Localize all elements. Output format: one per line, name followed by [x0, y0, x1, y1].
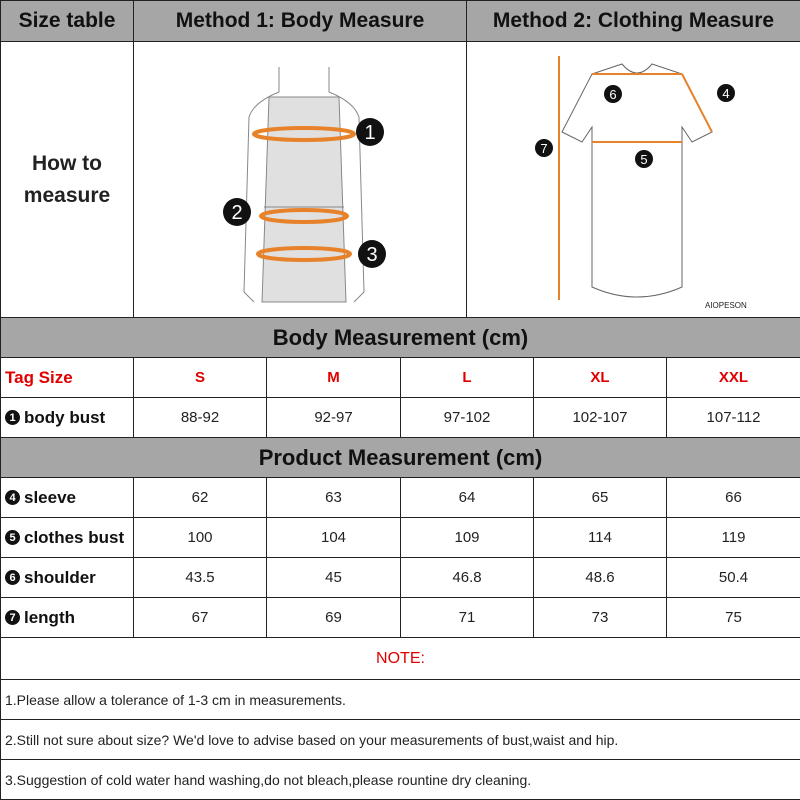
svg-text:3: 3	[366, 244, 377, 266]
note-line: 1.Please allow a tolerance of 1-3 cm in …	[0, 679, 800, 720]
value-cell: 66	[666, 477, 800, 518]
number-badge-icon: 4	[5, 490, 20, 505]
value-cell: 48.6	[533, 557, 667, 598]
svg-text:6: 6	[609, 87, 616, 102]
size-l: L	[400, 357, 534, 398]
body-measurement-title: Body Measurement (cm)	[0, 317, 800, 358]
number-badge-icon: 1	[5, 410, 20, 425]
value-cell: 92-97	[266, 397, 401, 438]
value-cell: 75	[666, 597, 800, 638]
value-cell: 43.5	[133, 557, 267, 598]
note-line: 3.Suggestion of cold water hand washing,…	[0, 759, 800, 800]
svg-text:1: 1	[364, 122, 375, 144]
number-badge-icon: 7	[5, 610, 20, 625]
row-label: 7 length	[0, 597, 134, 638]
value-cell: 65	[533, 477, 667, 518]
svg-text:4: 4	[722, 86, 729, 101]
value-cell: 73	[533, 597, 667, 638]
row-label-text: length	[24, 607, 75, 627]
value-cell: 46.8	[400, 557, 534, 598]
row-label-text: shoulder	[24, 567, 96, 587]
row-label-text: clothes bust	[24, 527, 125, 547]
size-xl: XL	[533, 357, 667, 398]
value-cell: 107-112	[666, 397, 800, 438]
svg-text:2: 2	[231, 202, 242, 224]
value-cell: 63	[266, 477, 401, 518]
size-s: S	[133, 357, 267, 398]
value-cell: 62	[133, 477, 267, 518]
note-line: 2.Still not sure about size? We'd love t…	[0, 719, 800, 760]
value-cell: 104	[266, 517, 401, 558]
number-badge-icon: 5	[5, 530, 20, 545]
value-cell: 114	[533, 517, 667, 558]
how-to-measure-label: How to measure	[0, 41, 134, 318]
value-cell: 109	[400, 517, 534, 558]
row-label: 4 sleeve	[0, 477, 134, 518]
size-table-header: Size table	[0, 0, 134, 42]
size-xxl: XXL	[666, 357, 800, 398]
product-measurement-title: Product Measurement (cm)	[0, 437, 800, 478]
row-label-text: sleeve	[24, 487, 76, 507]
body-figure-icon: 1 2 3	[222, 66, 386, 302]
body-measure-figure: 1 2 3	[133, 41, 467, 318]
note-title: NOTE:	[0, 637, 800, 680]
value-cell: 102-107	[533, 397, 667, 438]
svg-text:7: 7	[540, 141, 547, 156]
value-cell: 119	[666, 517, 800, 558]
value-cell: 64	[400, 477, 534, 518]
row-label: 1 body bust	[0, 397, 134, 438]
number-badge-icon: 6	[5, 570, 20, 585]
value-cell: 97-102	[400, 397, 534, 438]
value-cell: 45	[266, 557, 401, 598]
value-cell: 100	[133, 517, 267, 558]
size-m: M	[266, 357, 401, 398]
method2-header: Method 2: Clothing Measure	[466, 0, 800, 42]
clothing-measure-figure: 6 4 5 7 AIOPESON	[466, 41, 800, 318]
row-label: 6 shoulder	[0, 557, 134, 598]
row-label: 5 clothes bust	[0, 517, 134, 558]
value-cell: 71	[400, 597, 534, 638]
value-cell: 67	[133, 597, 267, 638]
brand-label: AIOPESON	[705, 301, 747, 310]
row-label-text: body bust	[24, 407, 106, 427]
value-cell: 50.4	[666, 557, 800, 598]
tshirt-figure-icon: 6 4 5 7 AIOPESON	[534, 55, 747, 310]
tag-size-label: Tag Size	[0, 357, 134, 398]
value-cell: 88-92	[133, 397, 267, 438]
svg-text:5: 5	[640, 152, 647, 167]
value-cell: 69	[266, 597, 401, 638]
method1-header: Method 1: Body Measure	[133, 0, 467, 42]
